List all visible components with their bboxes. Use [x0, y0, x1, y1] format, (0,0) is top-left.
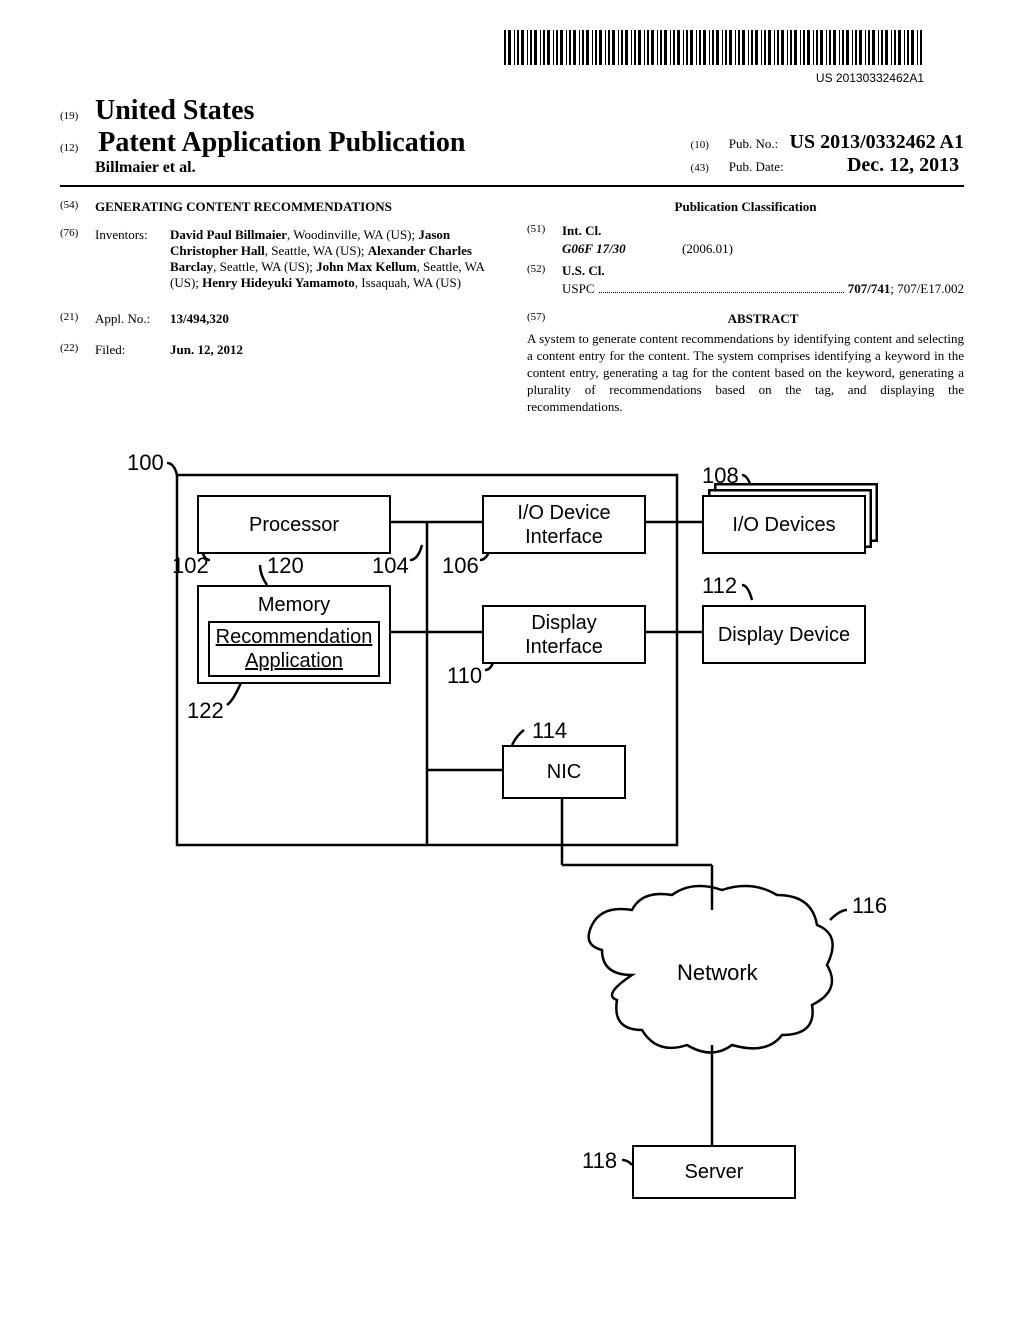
io-devices-box: I/O Devices — [702, 495, 866, 554]
inventors-code: (76) — [60, 227, 95, 291]
barcode-region: US 20130332462A1 — [60, 30, 924, 85]
invention-title: GENERATING CONTENT RECOMMENDATIONS — [95, 199, 497, 215]
io-device-interface-box: I/O DeviceInterface — [482, 495, 646, 554]
ref-118: 118 — [582, 1148, 617, 1174]
abstract-label: ABSTRACT — [562, 311, 964, 327]
authors-line: Billmaier et al. — [95, 159, 465, 177]
ref-114: 114 — [532, 718, 567, 744]
display-device-box: Display Device — [702, 605, 866, 664]
ref-100: 100 — [127, 450, 164, 476]
system-diagram: Processor I/O DeviceInterface I/O Device… — [112, 445, 912, 1215]
network-cloud-label: Network — [677, 960, 758, 986]
pubno-code: (10) — [691, 139, 726, 151]
memory-label: Memory — [258, 593, 330, 617]
header-divider — [60, 185, 964, 187]
pubclass-title: Publication Classification — [527, 199, 964, 215]
pubno-label: Pub. No.: — [729, 136, 778, 151]
ref-102: 102 — [172, 553, 209, 579]
barcode-graphic — [504, 30, 924, 65]
pubno-value: US 2013/0332462 A1 — [790, 131, 964, 153]
left-column: (54) GENERATING CONTENT RECOMMENDATIONS … — [60, 199, 497, 415]
uspc-secondary: ; 707/E17.002 — [890, 281, 964, 297]
filed-code: (22) — [60, 342, 95, 358]
dotted-leader — [599, 282, 844, 293]
ref-110: 110 — [447, 663, 482, 689]
uscl-code: (52) — [527, 263, 562, 279]
intcl-code: (51) — [527, 223, 562, 239]
pubdate-label: Pub. Date: — [729, 159, 784, 174]
nic-box: NIC — [502, 745, 626, 799]
ref-116: 116 — [852, 893, 887, 919]
appl-code: (21) — [60, 311, 95, 327]
appl-number: 13/494,320 — [170, 311, 497, 327]
memory-box: Memory RecommendationApplication — [197, 585, 391, 684]
ref-120: 120 — [267, 553, 304, 579]
abstract-code: (57) — [527, 311, 562, 327]
pubtype-code: (12) — [60, 142, 95, 154]
processor-box: Processor — [197, 495, 391, 554]
intcl-date: (2006.01) — [682, 241, 733, 257]
server-box: Server — [632, 1145, 796, 1199]
abstract-text: A system to generate content recommendat… — [527, 331, 964, 415]
pubdate-value: Dec. 12, 2013 — [847, 154, 959, 176]
pubtype-title: Patent Application Publication — [98, 127, 465, 158]
inventors-label: Inventors: — [95, 227, 170, 291]
filed-label: Filed: — [95, 342, 170, 358]
filed-date: Jun. 12, 2012 — [170, 342, 497, 358]
ref-106: 106 — [442, 553, 479, 579]
right-column: Publication Classification (51) Int. Cl.… — [527, 199, 964, 415]
intcl-label: Int. Cl. — [562, 223, 601, 239]
uspc-label: USPC — [562, 281, 595, 297]
display-interface-box: DisplayInterface — [482, 605, 646, 664]
ref-122: 122 — [187, 698, 224, 724]
inventors-list: David Paul Billmaier, Woodinville, WA (U… — [170, 227, 497, 291]
country-code: (19) — [60, 110, 95, 122]
appl-label: Appl. No.: — [95, 311, 170, 327]
uspc-primary: 707/741 — [848, 281, 891, 297]
uscl-label: U.S. Cl. — [562, 263, 605, 279]
pubdate-code: (43) — [691, 162, 726, 174]
country-name: United States — [95, 95, 254, 127]
title-code: (54) — [60, 199, 95, 215]
barcode-text: US 20130332462A1 — [60, 71, 924, 85]
diagram-connectors — [112, 445, 912, 1215]
intcl-class: G06F 17/30 — [562, 241, 682, 257]
ref-104: 104 — [372, 553, 409, 579]
ref-108: 108 — [702, 463, 739, 489]
recommendation-app-box: RecommendationApplication — [208, 621, 381, 677]
ref-112: 112 — [702, 573, 737, 599]
